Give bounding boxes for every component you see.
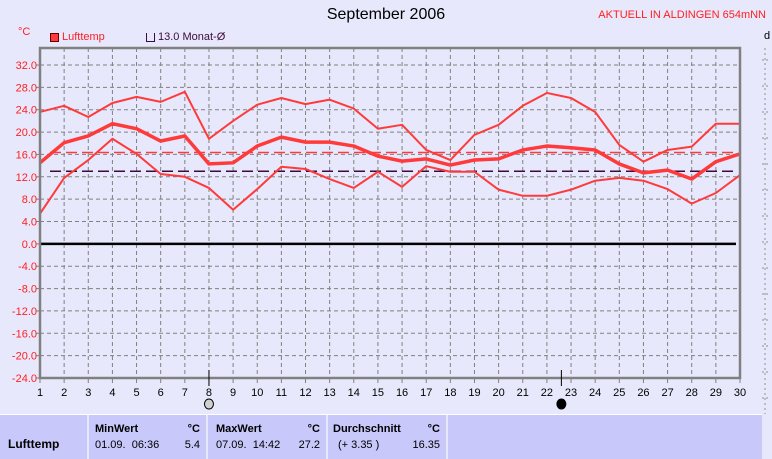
plot-frame <box>38 46 742 380</box>
min-unit: °C <box>187 423 200 435</box>
max-value: 27.2 <box>298 439 320 451</box>
max-unit: °C <box>307 423 320 435</box>
legend-item-monthly-avg[interactable]: 13.0 Monat-Ø <box>146 31 225 43</box>
max-header: MaxWert <box>216 423 262 435</box>
y-tick-label: 8.0 <box>22 194 37 206</box>
x-tick-label: 27 <box>661 387 673 399</box>
y-tick-label: 4.0 <box>22 217 37 229</box>
legend-swatch-filled <box>50 32 59 42</box>
x-tick-label: 12 <box>299 387 311 399</box>
right-axis-unit: d <box>764 30 771 42</box>
y-tick-label: 12.0 <box>16 172 37 184</box>
full-moon-icon <box>203 398 214 410</box>
x-tick-label: 7 <box>182 387 188 399</box>
temperature-chart: 1 2 3 4 5 6 7 8 9 10 11 12 13 14 15 16 17 18 19 20 21 22 23 24 2… <box>12 46 768 414</box>
legend-swatch-outline <box>146 32 155 42</box>
x-tick-label: 18 <box>444 387 456 399</box>
series-line-max <box>39 90 740 163</box>
x-tick-label: 13 <box>324 387 336 399</box>
x-tick-label: 2 <box>61 387 67 399</box>
y-tick-label: 20.0 <box>16 127 37 139</box>
y-tick-label: 0.0 <box>22 239 37 251</box>
x-tick-label: 8 <box>206 387 212 399</box>
x-tick-label: 15 <box>372 387 384 399</box>
x-tick-label: 22 <box>541 387 553 399</box>
x-tick-label: 28 <box>686 387 698 399</box>
x-tick-label: 6 <box>158 387 164 399</box>
y-tick-label: 32.0 <box>16 60 37 72</box>
stats-panel: Lufttemp MinWert °C 01.09. 06:36 5.4 Max… <box>0 414 762 459</box>
y-tick-label: 28.0 <box>16 82 37 94</box>
legend-label: 13.0 Monat-Ø <box>158 31 226 43</box>
avg-value: 16.35 <box>412 439 440 451</box>
x-tick-label: 20 <box>492 387 504 399</box>
stat-average: Durchschnitt °C (+ 3.35 ) 16.35 <box>326 415 446 459</box>
y-axis-unit: °C <box>18 26 31 38</box>
avg-header: Durchschnitt <box>333 423 401 435</box>
stat-max: MaxWert °C 07.09. 14:42 27.2 <box>206 415 326 459</box>
x-tick-label: 16 <box>396 387 408 399</box>
chart-title: September 2006 <box>326 6 446 23</box>
y-tick-label: -20.0 <box>12 351 37 363</box>
y-tick-label: -12.0 <box>12 306 37 318</box>
x-tick-label: 17 <box>420 387 432 399</box>
new-moon-icon <box>556 398 567 410</box>
series-line-mean <box>38 121 741 181</box>
stats-row-label: Lufttemp <box>8 437 60 451</box>
y-tick-label: 24.0 <box>16 105 37 117</box>
max-time: 07.09. 14:42 <box>216 439 281 451</box>
y-tick-label: -4.0 <box>18 261 37 273</box>
x-tick-label: 19 <box>468 387 480 399</box>
x-tick-label: 30 <box>734 387 746 399</box>
x-tick-label: 23 <box>565 387 577 399</box>
x-tick-label: 4 <box>109 387 115 399</box>
y-tick-label: -16.0 <box>12 328 37 340</box>
stats-empty-area <box>446 415 764 459</box>
x-tick-label: 1 <box>37 387 43 399</box>
y-tick-label: 16.0 <box>16 149 37 161</box>
y-tick-label: -24.0 <box>12 373 37 385</box>
series-line-min <box>39 137 741 215</box>
min-header: MinWert <box>95 423 139 435</box>
station-label: AKTUELL IN ALDINGEN 654mNN <box>598 9 766 21</box>
y-tick-label: -8.0 <box>18 284 37 296</box>
min-value: 5.4 <box>184 439 200 451</box>
x-tick-label: 3 <box>85 387 91 399</box>
x-tick-label: 29 <box>710 387 722 399</box>
legend-label: Lufttemp <box>62 31 105 43</box>
avg-delta: (+ 3.35 ) <box>338 439 380 451</box>
avg-unit: °C <box>427 423 440 435</box>
x-tick-label: 9 <box>230 387 236 399</box>
x-tick-label: 14 <box>348 387 360 399</box>
stat-min: MinWert °C 01.09. 06:36 5.4 <box>87 415 206 459</box>
x-tick-label: 26 <box>637 387 649 399</box>
x-tick-label: 21 <box>517 387 529 399</box>
x-tick-label: 24 <box>589 387 601 399</box>
min-time: 01.09. 06:36 <box>95 439 160 451</box>
legend-item-lufttemp[interactable]: Lufttemp <box>50 31 105 43</box>
x-tick-label: 25 <box>613 387 625 399</box>
x-tick-label: 11 <box>276 387 287 399</box>
x-tick-label: 10 <box>251 387 263 399</box>
x-tick-label: 5 <box>133 387 139 399</box>
